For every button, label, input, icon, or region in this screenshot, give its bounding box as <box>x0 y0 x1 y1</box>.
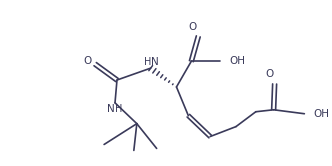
Text: N: N <box>151 57 159 67</box>
Text: O: O <box>188 22 197 32</box>
Text: OH: OH <box>229 56 245 66</box>
Text: H: H <box>144 57 151 67</box>
Text: OH: OH <box>313 109 329 119</box>
Text: H: H <box>115 104 123 114</box>
Text: O: O <box>266 69 274 79</box>
Text: N: N <box>107 104 115 114</box>
Text: O: O <box>83 56 91 66</box>
